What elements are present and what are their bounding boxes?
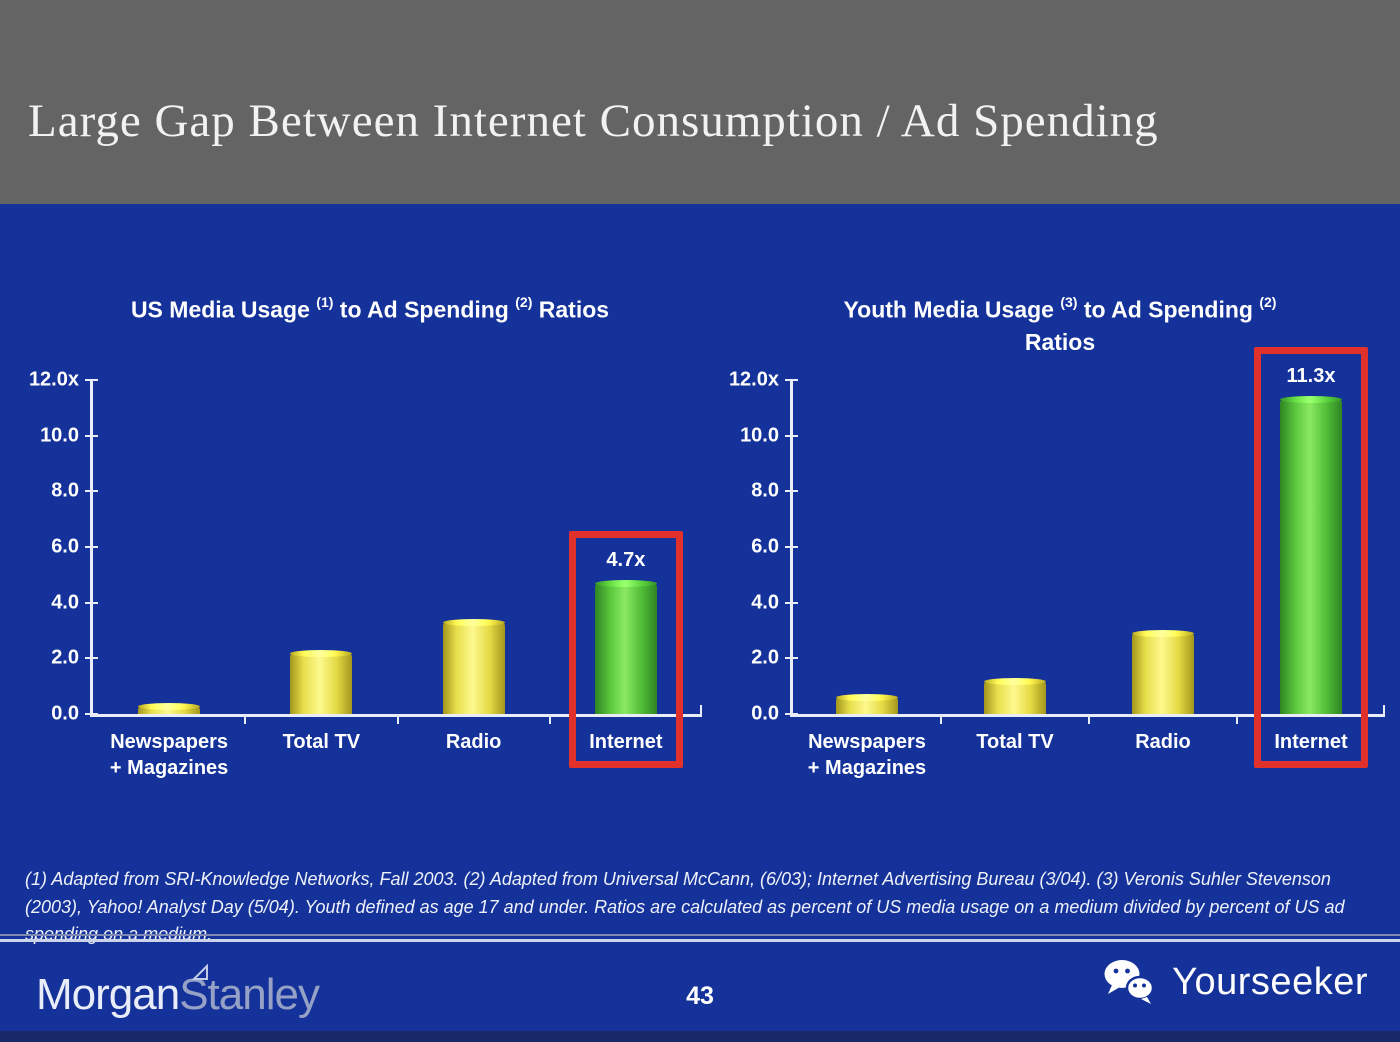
y-axis-tick (785, 713, 798, 715)
category-label-line: + Magazines (109, 757, 229, 779)
y-axis-tick (85, 713, 98, 715)
y-axis-tick (85, 601, 98, 604)
category-label: Newspapers + Magazines (93, 729, 245, 781)
wechat-icon (1104, 960, 1155, 1004)
title-superscript: (2) (1259, 294, 1277, 310)
y-axis-tick (785, 601, 798, 604)
y-axis-tick (85, 490, 98, 493)
category-label: Radio (398, 729, 550, 755)
category-label: Newspapers + Magazines (793, 729, 941, 781)
category-label-line: Newspapers (808, 731, 926, 753)
y-axis-tick (785, 657, 798, 660)
y-axis-label: 10.0 (740, 424, 779, 447)
y-axis-label: 12.0x (728, 368, 779, 391)
bar (1280, 399, 1342, 714)
title-superscript: (2) (515, 294, 533, 310)
y-axis-label: 8.0 (51, 479, 79, 502)
y-axis-label: 10.0 (40, 424, 79, 447)
title-text: to Ad Spending (1077, 296, 1260, 323)
morgan-stanley-triangle-icon (192, 964, 208, 980)
title-superscript: (3) (1060, 294, 1078, 310)
separator-line (0, 934, 1400, 936)
page-number: 43 (686, 982, 714, 1010)
y-axis-tick (785, 379, 798, 381)
category-label: Radio (1089, 729, 1237, 755)
category-label-line: Total TV (976, 731, 1054, 753)
plot-area: 12.0x 10.0 8.0 6.0 4.0 2.0 0.0 Newspapers + Maga… (729, 347, 1385, 779)
y-axis-tick (785, 434, 798, 437)
y-axis-label: 12.0x (28, 368, 79, 391)
brand-word-morgan: Morgan (36, 970, 180, 1019)
category-label: Internet (1237, 729, 1385, 755)
y-axis-tick (85, 379, 98, 381)
bar-value-label: 4.7x (606, 549, 646, 572)
x-axis-tick (940, 714, 942, 724)
footnote: (1) Adapted from SRI-Knowledge Networks,… (25, 869, 1345, 944)
bar (1132, 633, 1194, 714)
chart-title-youth: Youth Media Usage (3) to Ad Spending (2)… (720, 288, 1400, 358)
x-axis-tick (1088, 714, 1090, 724)
title-text: US Media Usage (130, 296, 317, 323)
bar-value-label: 11.3x (1286, 365, 1336, 388)
bar (836, 697, 898, 714)
watermark-text: Yourseeker (1172, 960, 1368, 1003)
bar (138, 705, 201, 714)
bar (594, 583, 657, 714)
watermark: Yourseeker (1102, 958, 1368, 1006)
y-axis-label: 2.0 (51, 646, 79, 669)
y-axis-label: 2.0 (751, 646, 779, 669)
slide-title: Large Gap Between Internet Consumption /… (28, 95, 1159, 147)
y-axis-label: 4.0 (51, 591, 79, 614)
chart-title-us: US Media Usage (1) to Ad Spending (2) Ra… (30, 288, 710, 326)
bottom-strip (0, 1031, 1400, 1042)
title-superscript: (1) (316, 294, 334, 310)
y-axis-label: 6.0 (751, 535, 779, 558)
category-label: Total TV (941, 729, 1089, 755)
title-text: Youth Media Usage (843, 296, 1061, 323)
plot-area: 12.0x 10.0 8.0 6.0 4.0 2.0 0.0 Newspapers + Maga… (29, 369, 702, 779)
y-axis-tick (785, 546, 798, 548)
category-label: Internet (550, 729, 702, 755)
y-axis-tick (85, 546, 98, 548)
y-axis-label: 6.0 (51, 535, 79, 558)
category-label-line: Internet (1274, 731, 1348, 753)
x-axis-tick (396, 714, 399, 724)
bar (290, 652, 353, 714)
morgan-stanley-logo: MorganStanley (36, 964, 320, 1022)
x-axis-tick (244, 714, 247, 724)
bar (442, 622, 505, 714)
category-label: Total TV (245, 729, 397, 755)
x-axis-tick (548, 714, 551, 724)
x-axis-end-tick (1383, 705, 1385, 715)
x-axis-end-tick (700, 705, 702, 715)
category-label-line: Newspapers (110, 731, 229, 753)
title-text: Ratios (532, 296, 610, 323)
category-label-line: Radio (1135, 731, 1191, 753)
category-label-line: Internet (589, 731, 663, 753)
youth-media-chart: Youth Media Usage (3) to Ad Spending (2)… (720, 270, 1400, 800)
category-label-line: Total TV (282, 731, 361, 753)
y-axis-label: 0.0 (51, 702, 79, 725)
y-axis-tick (785, 490, 798, 493)
y-axis-label: 8.0 (751, 479, 779, 502)
title-line-2: Ratios (1024, 328, 1096, 355)
x-axis-tick (1236, 714, 1238, 724)
bar (984, 680, 1046, 714)
us-media-chart: US Media Usage (1) to Ad Spending (2) Ra… (29, 270, 710, 800)
y-axis-label: 4.0 (751, 591, 779, 614)
header-band: Large Gap Between Internet Consumption /… (0, 0, 1400, 204)
separator-line (0, 939, 1400, 942)
category-label-line: + Magazines (807, 757, 927, 779)
title-text: to Ad Spending (333, 296, 516, 323)
y-axis-tick (85, 434, 98, 437)
y-axis-label: 0.0 (751, 702, 779, 725)
category-label-line: Radio (445, 731, 502, 753)
y-axis-tick (85, 657, 98, 660)
